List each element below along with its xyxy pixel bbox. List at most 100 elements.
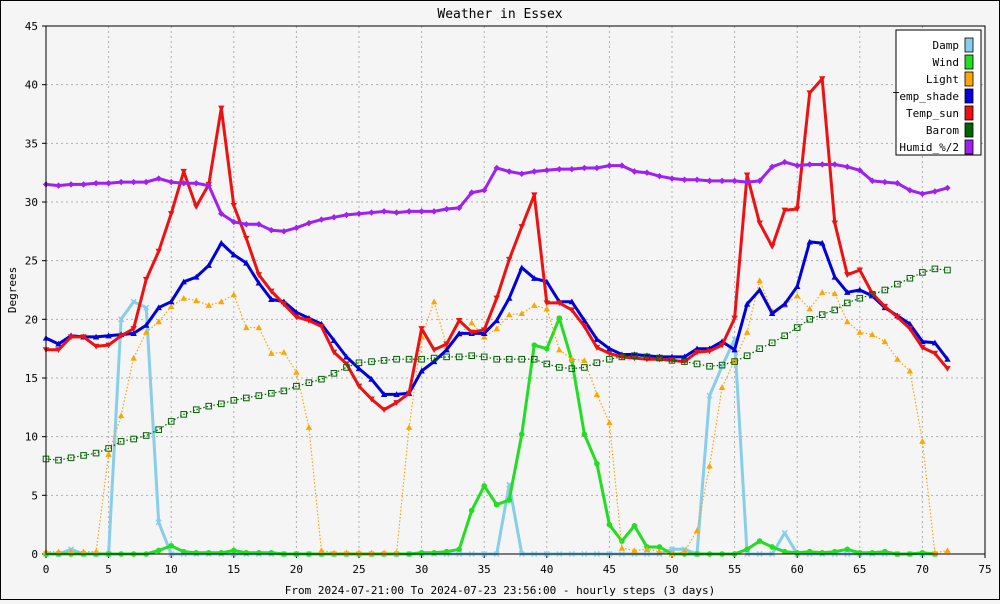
data-point-barom [731,358,738,365]
data-point-temp-shade [230,251,237,258]
data-point-temp-sun [355,383,363,390]
data-point-temp-sun [418,326,425,332]
data-point-barom [155,426,162,433]
data-point-wind [205,550,212,556]
data-point-temp-sun [117,333,125,339]
data-point-temp-shade [418,367,425,374]
data-point-humid-2 [142,178,150,186]
data-point-humid-2 [355,210,363,217]
data-point-barom [493,355,501,363]
data-point-wind [919,550,926,556]
data-point-barom [430,354,438,362]
data-point-barom [405,355,413,363]
data-point-light [293,368,300,375]
x-tick-label: 55 [728,563,741,576]
data-point-temp-shade [218,239,225,246]
data-point-wind [218,550,225,556]
data-point-light [468,319,475,326]
data-point-humid-2 [894,180,901,187]
data-point-light [819,289,826,295]
data-point-temp-sun [894,314,901,321]
data-point-light [168,303,175,309]
data-point-barom [92,449,100,457]
data-point-humid-2 [430,208,438,215]
data-point-light [568,356,576,362]
data-point-temp-shade [781,300,788,307]
data-point-wind [619,538,625,544]
data-point-barom [618,353,626,361]
data-point-wind [243,550,250,556]
data-point-temp-shade [531,275,538,281]
data-point-barom [105,445,112,452]
data-point-barom [743,352,751,360]
legend-label-damp: Damp [933,39,960,52]
data-point-temp-shade [831,273,838,280]
x-tick-label: 25 [352,563,365,576]
data-point-temp-shade [794,283,801,290]
x-tick-label: 0 [43,563,50,576]
data-point-barom [643,353,651,361]
legend-swatch-temp-sun [964,105,974,121]
data-point-temp-sun [944,366,951,372]
data-point-barom [268,389,275,397]
data-point-temp-sun [243,235,250,242]
data-point-wind [606,521,613,528]
data-point-barom [668,357,676,364]
data-point-humid-2 [293,224,300,232]
data-point-humid-2 [205,182,212,189]
data-point-light [844,318,851,325]
data-point-wind [631,523,638,529]
data-point-barom [718,361,726,369]
data-point-temp-sun [368,396,375,403]
data-point-temp-sun [67,334,75,341]
data-point-light [155,318,162,325]
data-point-temp-shade [581,317,588,324]
data-point-wind [155,547,162,554]
data-point-temp-sun [531,192,538,199]
data-point-temp-shade [443,346,450,353]
data-point-humid-2 [781,158,788,166]
y-tick-label: 25 [25,255,38,268]
data-point-temp-sun [931,350,939,357]
data-point-temp-sun [218,105,225,112]
data-point-humid-2 [643,169,651,176]
data-point-temp-sun [180,168,187,175]
data-point-light [318,547,325,554]
data-point-temp-shade [168,298,175,305]
data-point-humid-2 [155,175,162,182]
data-point-barom [455,353,463,361]
data-point-temp-sun [844,272,851,278]
data-point-barom [606,355,613,363]
data-point-temp-sun [706,348,713,355]
data-point-barom [217,400,225,408]
data-point-wind [756,538,763,544]
data-point-wind [481,483,488,489]
data-point-barom [944,266,951,274]
data-point-light [756,277,763,284]
data-point-light [806,305,813,312]
data-point-barom [230,396,238,404]
data-point-temp-shade [768,310,776,317]
data-point-temp-sun [919,344,926,351]
data-point-light [493,325,500,332]
axis-ticks: 0 5 10 15 20 25 30 35 40 45 0 5 10 15 20 25 30 35 40 45 50 55… [25,20,992,576]
data-point-humid-2 [668,175,676,182]
data-point-wind [443,548,450,555]
series-humid-2 [42,158,951,235]
data-point-barom [581,364,588,371]
data-point-light [643,546,651,552]
data-point-barom [906,274,914,282]
data-point-wind [268,550,275,556]
data-point-temp-shade [130,330,137,336]
data-point-temp-shade [806,238,813,245]
y-tick-label: 5 [31,489,38,502]
legend-swatch-temp-shade [964,88,974,104]
data-point-humid-2 [543,167,550,174]
data-point-light [831,290,838,297]
data-point-temp-shade [844,289,851,295]
data-point-light [142,329,150,335]
data-point-humid-2 [531,168,538,175]
data-point-temp-sun [268,288,275,295]
data-point-damp [706,392,713,399]
